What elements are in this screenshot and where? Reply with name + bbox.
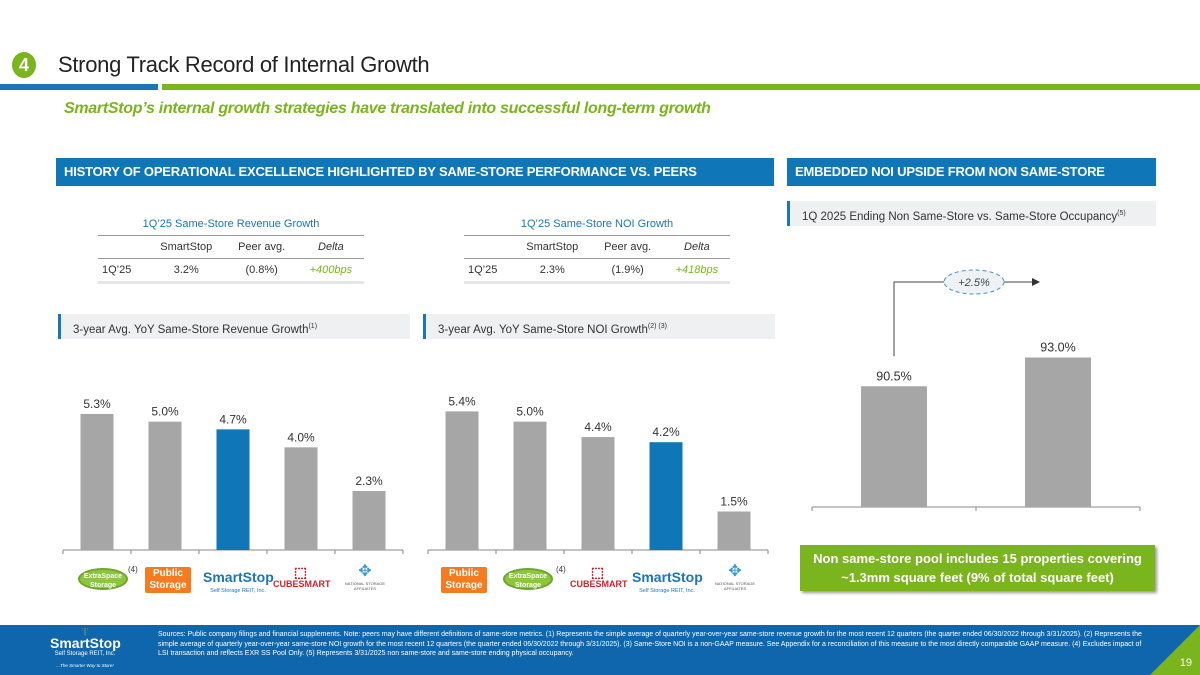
nsa-icon: ✥: [728, 563, 742, 580]
data-label: 4.4%: [584, 420, 612, 434]
footnote-ref: (4): [128, 565, 138, 574]
col-header: Peer avg.: [225, 235, 298, 259]
data-label: 5.0%: [151, 405, 179, 419]
page-subtitle: SmartStop’s internal growth strategies h…: [64, 100, 711, 117]
delta-annotation: +2.5%: [958, 277, 990, 289]
bar: [581, 437, 615, 550]
logo-cubesmart: ⬚ CUBESMART: [570, 564, 628, 589]
data-label: 93.0%: [1040, 341, 1075, 355]
data-label: 5.3%: [83, 397, 111, 411]
cell: (0.8%): [225, 258, 298, 284]
cube-icon: ⬚: [590, 564, 605, 580]
cell-delta: +418bps: [663, 258, 730, 284]
title-rule-green: [162, 84, 1200, 90]
logo-public-storage: Public Storage: [441, 567, 487, 593]
bar: [649, 442, 683, 550]
cell: 2.3%: [512, 258, 592, 284]
noi-table-title: 1Q’25 Same-Store NOI Growth: [520, 218, 674, 230]
revenue-chart-title-bar: 3-year Avg. YoY Same-Store Revenue Growt…: [58, 314, 410, 339]
data-label: 4.0%: [287, 430, 315, 444]
footer-tagline: ...The Smarter Way to Store!: [56, 663, 114, 668]
footnotes: Sources: Public company filings and fina…: [158, 631, 1142, 657]
bar: [352, 490, 386, 550]
bar: [861, 386, 927, 507]
logo-smartstop: SmartStop Self Storage REIT, Inc.: [632, 569, 703, 594]
section-number-badge: 4: [12, 52, 36, 78]
cell: (1.9%): [591, 258, 664, 284]
cube-icon: ⬚: [293, 564, 308, 580]
footer: ˈ|ˈ SmartStop Self Storage REIT, Inc. ..…: [0, 625, 1200, 675]
table-row: 1Q’25 3.2% (0.8%) +400bps: [98, 258, 364, 284]
noi-chart-title-bar: 3-year Avg. YoY Same-Store NOI Growth(2)…: [423, 314, 775, 339]
revenue-growth-table: SmartStop Peer avg. Delta 1Q’25 3.2% (0.…: [98, 235, 364, 284]
bar: [445, 411, 479, 550]
col-header: SmartStop: [146, 235, 226, 259]
col-header: Delta: [663, 235, 730, 259]
footnote-ref: (1): [308, 323, 318, 330]
cell: 3.2%: [146, 258, 226, 284]
arrow-head: [1032, 278, 1040, 286]
bar: [513, 421, 547, 550]
table-row: 1Q’25 2.3% (1.9%) +418bps: [464, 258, 730, 284]
revenue-chart-title: 3-year Avg. YoY Same-Store Revenue Growt…: [73, 323, 309, 336]
logo-smartstop: SmartStop Self Storage REIT, Inc.: [203, 569, 274, 594]
occupancy-chart: 90.5% 93.0% +2.5%: [811, 269, 1141, 511]
col-header: [464, 235, 513, 259]
logo-nsa: ✥ NATIONAL STORAGE AFFILIATES: [340, 563, 390, 591]
noi-growth-chart: 5.4% 5.0% 4.4% 4.2% 1.5%: [427, 394, 769, 554]
left-section-header: HISTORY OF OPERATIONAL EXCELLENCE HIGHLI…: [56, 158, 774, 186]
logo-extra-space: ExtraSpace Storage: [78, 568, 128, 590]
logo-cubesmart: ⬚ CUBESMART: [273, 564, 331, 589]
data-label: 4.2%: [652, 425, 680, 439]
revenue-growth-chart: 5.3% 5.0% 4.7% 4.0% 2.3%: [62, 397, 404, 554]
noi-growth-table: SmartStop Peer avg. Delta 1Q’25 2.3% (1.…: [464, 235, 730, 284]
page-number: 19: [1179, 657, 1192, 669]
logo-extra-space: ExtraSpace Storage: [503, 568, 553, 590]
bar: [216, 429, 250, 550]
footnote-ref: (4): [556, 565, 566, 574]
bar: [717, 511, 751, 550]
right-section-header: EMBEDDED NOI UPSIDE FROM NON SAME-STORE …: [787, 158, 1156, 207]
page-corner-triangle: [1150, 625, 1200, 675]
col-header: Peer avg.: [591, 235, 664, 259]
occupancy-chart-title: 1Q 2025 Ending Non Same-Store vs. Same-S…: [802, 210, 1118, 223]
logo-public-storage: Public Storage: [145, 567, 191, 593]
delta-bubble: [943, 269, 1005, 295]
cell-delta: +400bps: [297, 258, 364, 284]
col-header: SmartStop: [512, 235, 592, 259]
footer-brand: SmartStop: [50, 635, 121, 651]
occupancy-chart-title-bar: 1Q 2025 Ending Non Same-Store vs. Same-S…: [787, 201, 1156, 226]
footnote-ref: (5): [1117, 210, 1126, 217]
sparkle-icon: ˈ|ˈ: [81, 627, 89, 636]
title-rule-blue: [0, 84, 158, 90]
page-title: Strong Track Record of Internal Growth: [58, 52, 430, 77]
row-label: 1Q’25: [98, 258, 147, 284]
footer-logo: ˈ|ˈ SmartStop Self Storage REIT, Inc. ..…: [50, 627, 121, 669]
data-label: 1.5%: [720, 495, 748, 509]
col-header: [98, 235, 147, 259]
revenue-table-title: 1Q’25 Same-Store Revenue Growth: [142, 218, 320, 230]
bar: [80, 413, 114, 550]
data-label: 5.0%: [516, 405, 544, 419]
data-label: 4.7%: [219, 412, 247, 426]
non-same-store-callout: Non same-store pool includes 15 properti…: [800, 545, 1155, 591]
nsa-icon: ✥: [358, 563, 372, 580]
col-header: Delta: [297, 235, 364, 259]
noi-chart-title: 3-year Avg. YoY Same-Store NOI Growth: [438, 323, 648, 336]
footer-brand-sub: Self Storage REIT, Inc.: [54, 651, 116, 657]
logo-nsa: ✥ NATIONAL STORAGE AFFILIATES: [710, 563, 760, 591]
bar: [284, 447, 318, 550]
bar: [148, 421, 182, 550]
bar: [1025, 357, 1091, 507]
footnote-ref: (2) (3): [647, 323, 667, 330]
data-label: 90.5%: [876, 369, 911, 383]
data-label: 2.3%: [355, 474, 383, 488]
data-label: 5.4%: [448, 394, 476, 408]
row-label: 1Q’25: [464, 258, 513, 284]
